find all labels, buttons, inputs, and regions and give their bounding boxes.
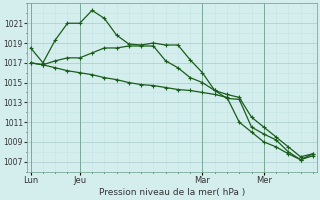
X-axis label: Pression niveau de la mer( hPa ): Pression niveau de la mer( hPa ): [99, 188, 245, 197]
